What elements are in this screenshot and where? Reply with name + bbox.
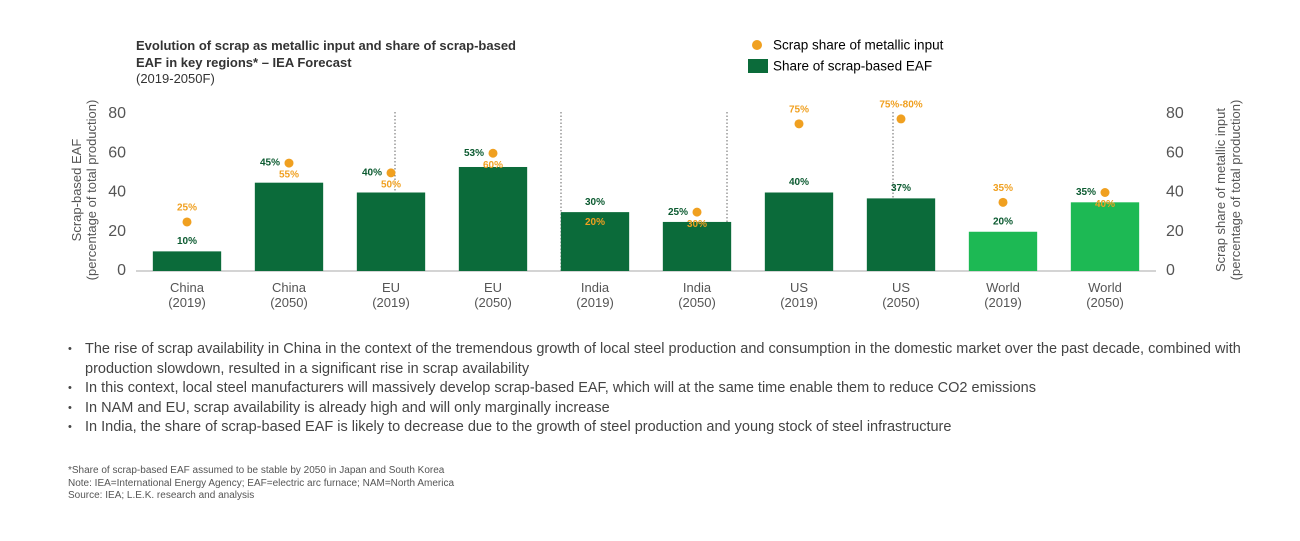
dot-label: 55% [279,170,299,181]
dot [692,207,702,217]
y-tick-label: 40 [108,184,126,201]
dot-label: 35% [993,183,1013,194]
bar-label: 45% [260,158,280,169]
bar-label: 10% [177,236,197,247]
y-tick-label: 0 [117,262,126,279]
bullet: In NAM and EU, scrap availability is alr… [68,399,1300,419]
dot [488,148,498,158]
bar-label: 20% [993,216,1013,227]
bar [662,221,732,271]
dot-label: 75% [789,104,809,115]
bar-label: 40% [362,168,382,179]
dot-label: 60% [483,160,503,171]
dot [998,197,1008,207]
bar [866,198,936,271]
x-tick-label: India (2050) [678,280,716,310]
bullet-list: The rise of scrap availability in China … [68,340,1300,438]
dot-label: 50% [381,180,401,191]
chart: Scrap share of metallic input Share of s… [108,38,1184,280]
bar-label: 25% [668,207,688,218]
legend-label: Scrap share of metallic input [773,38,944,53]
bar-label: 40% [789,177,809,188]
y-axis-title: Scrap-based EAF (percentage of total pro… [69,99,99,281]
chart-subtitle: (2019-2050F) [136,71,215,86]
footnote: Source: IEA; L.E.K. research and analysi… [68,490,255,501]
x-tick-label: US (2019) [780,280,818,310]
bar [152,251,222,271]
dot-label: 20% [585,217,605,228]
x-tick-label: World (2019) [984,280,1022,310]
footnotes: *Share of scrap-based EAF assumed to be … [68,465,454,503]
y-tick-label: 20 [108,223,126,240]
bar [356,192,426,271]
dot-label: 25% [177,203,197,214]
bullet: In India, the share of scrap-based EAF i… [68,418,1300,438]
y2-tick-label: 60 [1166,144,1184,161]
legend-marker [748,59,768,73]
y-tick-label: 60 [108,144,126,161]
dot [1100,188,1110,197]
bar [968,231,1038,271]
x-tick-label: EU (2050) [474,280,512,310]
bar [560,212,630,271]
x-tick-label: EU (2019) [372,280,410,310]
bar-label: 30% [585,197,605,208]
dot [896,114,906,124]
x-tick-label: US (2050) [882,280,920,310]
bar [764,192,834,271]
x-tick-label: World (2050) [1086,280,1124,310]
bar [254,182,324,271]
chart-title: Evolution of scrap as metallic input and… [136,38,516,70]
dot [794,119,804,129]
y-tick-label: 80 [108,105,126,122]
bar-label: 35% [1076,187,1096,198]
y2-axis-title: Scrap share of metallic input (percentag… [1213,99,1243,281]
dot-label: 40% [1095,199,1115,210]
x-tick-label: China (2019) [168,280,206,310]
dot-label: 75%-80% [879,100,922,111]
footnote: Note: IEA=International Energy Agency; E… [68,477,455,489]
legend-label: Share of scrap-based EAF [773,59,932,74]
dot [182,217,192,227]
y2-tick-label: 20 [1166,223,1184,240]
dot-label: 30% [687,219,707,230]
bar-label: 37% [891,183,911,194]
y2-tick-label: 40 [1166,184,1184,201]
dot [284,158,294,168]
x-tick-label: India (2019) [576,280,614,310]
bar-label: 53% [464,148,484,159]
bullet: The rise of scrap availability in China … [68,340,1300,379]
footnote: *Share of scrap-based EAF assumed to be … [68,465,445,476]
x-tick-label: China (2050) [270,280,308,310]
dot [386,168,396,178]
y2-tick-label: 80 [1166,105,1184,122]
bar [458,166,528,271]
bar [1070,202,1140,271]
legend-marker [752,40,762,50]
y2-tick-label: 0 [1166,262,1175,279]
bullet: In this context, local steel manufacture… [68,379,1300,399]
